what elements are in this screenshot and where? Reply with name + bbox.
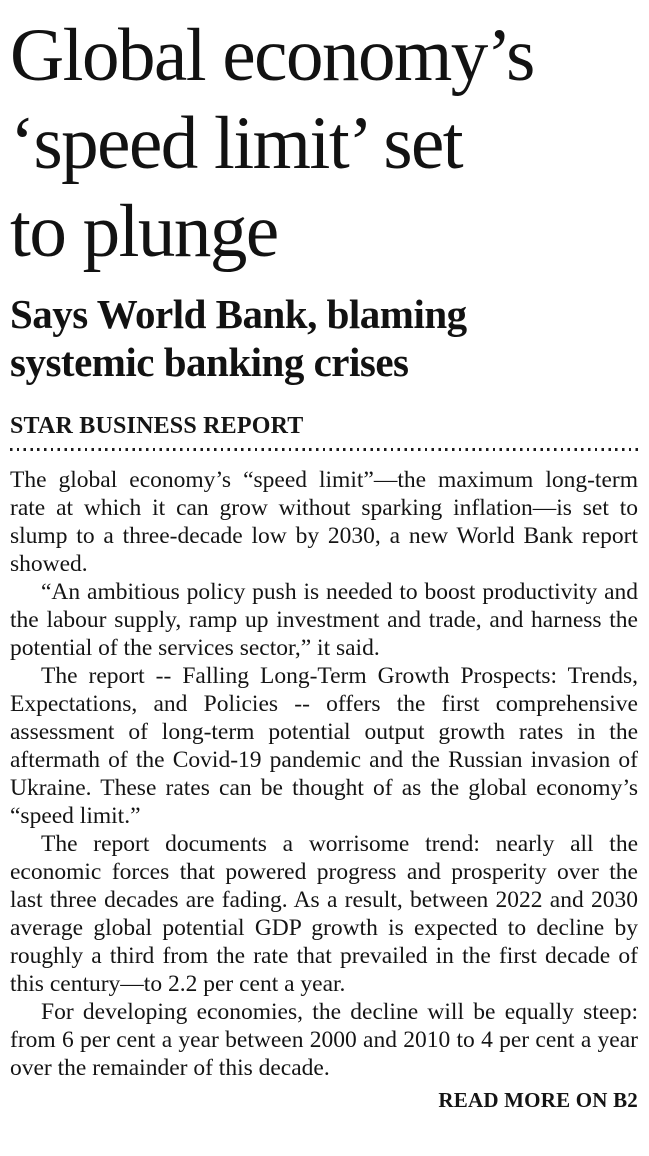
subheadline-line: Says World Bank, blaming	[10, 291, 467, 337]
article-body: The global economy’s “speed limit”—the m…	[10, 466, 638, 1082]
subheadline: Says World Bank, blaming systemic bankin…	[10, 290, 638, 386]
paragraph: The report -- Falling Long-Term Growth P…	[10, 663, 638, 829]
headline-line: to plunge	[10, 190, 279, 273]
headline-line: ‘speed limit’ set	[10, 102, 464, 185]
read-more-link[interactable]: READ MORE ON B2	[438, 1088, 638, 1112]
dotted-divider	[10, 448, 638, 451]
headline-line: Global economy’s	[10, 14, 535, 97]
paragraph: For developing economies, the decline wi…	[10, 999, 638, 1081]
subheadline-line: systemic banking crises	[10, 339, 409, 385]
byline: STAR BUSINESS REPORT	[10, 413, 304, 439]
paragraph: The report documents a worrisome trend: …	[10, 831, 638, 997]
paragraph: “An ambitious policy push is needed to b…	[10, 579, 638, 661]
headline: Global economy’s ‘speed limit’ set to pl…	[10, 12, 638, 276]
paragraph: The global economy’s “speed limit”—the m…	[10, 467, 638, 577]
